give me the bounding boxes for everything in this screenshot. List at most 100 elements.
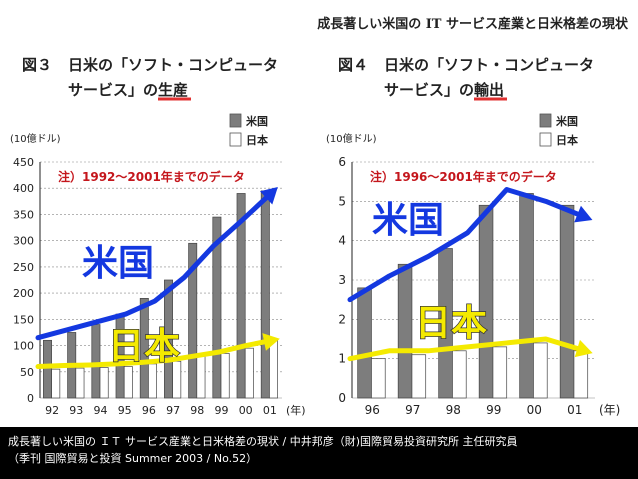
main-title: 成長著しい米国の IT サービス産業と日米格差の現状 [317,16,629,32]
us-annotation: 米国 [372,200,444,241]
y-tick-label: 100 [13,340,34,353]
x-tick-label: 98 [446,403,461,417]
x-axis-suffix: (年) [286,403,306,417]
figure-title-line-2: サービス」の輸出 [384,81,504,99]
unit-label: (10億ドル) [10,132,61,145]
bar-japan-95 [123,366,133,399]
bar-japan-96 [148,363,157,399]
us-trend-line [347,187,588,303]
y-tick-label: 200 [13,287,34,300]
y-tick-label: 250 [13,261,34,274]
production-chart: 図３ 日米の「ソフト・コンピュータサービス」の生産米国日本(10億ドル)05010… [10,56,306,417]
bar-us-98 [188,242,198,399]
us-trend-line [35,189,275,341]
bar-japan-98 [196,355,206,399]
legend-swatch-japan [229,132,242,147]
legend-label-japan: 日本 [246,133,268,147]
legend-label-us: 米国 [555,114,578,128]
legend-swatch-us [539,113,552,128]
y-tick-label: 0 [27,392,34,405]
unit-label: (10億ドル) [326,132,377,145]
x-tick-label: 97 [166,404,180,417]
bar-us-96 [357,287,372,399]
caption-line-1: 成長著しい米国の ＩＴ サービス産業と日米格差の現状 / 中井邦彦（財)国際貿易… [8,435,518,448]
figure-number: 図４ [338,56,368,74]
bar-us-97 [164,279,173,399]
legend-swatch-us [229,113,242,128]
y-tick-label: 150 [13,313,34,326]
legend-label-us: 米国 [245,114,268,128]
japan-trend-arrowhead [262,333,280,351]
x-tick-label: 98 [190,404,204,417]
bar-japan-01 [269,338,278,399]
bar-japan-00 [244,347,254,399]
bar-japan-01 [573,350,589,399]
legend-swatch-japan [539,132,552,147]
x-tick-label: 99 [215,404,229,417]
x-tick-label: 01 [263,404,277,417]
x-tick-label: 95 [118,404,132,417]
bar-us-01 [559,204,575,399]
x-tick-label: 96 [365,403,380,417]
x-tick-label: 99 [486,403,501,417]
y-tick-label: 350 [13,208,34,221]
bar-us-01 [260,190,270,399]
y-tick-label: 2 [338,312,346,326]
bar-japan-98 [452,350,467,399]
x-tick-label: 00 [239,404,253,417]
y-tick-label: 5 [338,194,346,208]
figure-title-line-1: 日米の「ソフト・コンピュータ [384,56,594,74]
bar-japan-99 [220,353,230,399]
data-range-note: 注）1992～2001年までのデータ [58,169,245,184]
bar-japan-93 [75,367,85,399]
bar-us-99 [212,216,222,399]
y-tick-label: 4 [338,234,346,248]
caption-line-2: （季刊 国際貿易と投資 Summer 2003 / No.52） [8,452,258,465]
x-axis-suffix: (年) [599,403,620,417]
y-tick-label: 6 [338,155,346,169]
bar-japan-92 [51,368,61,399]
bar-japan-99 [492,346,508,399]
bar-us-00 [236,193,246,399]
figure-title-keyword: 輸出 [474,81,504,99]
bar-us-97 [397,263,413,399]
legend-label-japan: 日本 [556,133,578,147]
figure-title-prefix: サービス」の [68,81,158,99]
us-trend-arrowhead [260,186,278,205]
figure-title-prefix: サービス」の [384,81,474,99]
figure-number: 図３ [22,56,52,74]
japan-trend-arrowhead [574,339,593,358]
japan-trend-line [347,336,588,362]
x-tick-label: 96 [142,404,156,417]
us-annotation: 米国 [82,243,154,284]
bar-us-99 [478,204,494,399]
y-tick-label: 50 [20,366,34,379]
bar-us-92 [43,339,52,399]
y-tick-label: 3 [338,273,346,287]
us-trend-arrowhead [574,205,593,223]
japan-annotation: 日本 [108,326,180,367]
export-chart: 図４ 日米の「ソフト・コンピュータサービス」の輸出米国日本(10億ドル)01234… [326,56,620,417]
x-tick-label: 93 [69,404,83,417]
bar-japan-97 [411,354,427,399]
bar-us-96 [139,298,149,399]
x-tick-label: 97 [405,403,420,417]
x-tick-label: 92 [45,404,59,417]
japan-trend-line [35,337,275,370]
x-tick-label: 94 [94,404,108,417]
data-range-note: 注）1996～2001年までのデータ [370,169,557,184]
bar-us-94 [91,324,101,399]
bar-japan-96 [371,358,386,399]
source-caption: 成長著しい米国の ＩＴ サービス産業と日米格差の現状 / 中井邦彦（財)国際貿易… [0,427,638,479]
y-tick-label: 1 [338,352,346,366]
x-tick-label: 00 [527,403,542,417]
y-tick-label: 300 [13,235,34,248]
figure-title-line-1: 日米の「ソフト・コンピュータ [68,56,278,74]
japan-annotation: 日本 [415,303,487,344]
bar-japan-00 [533,342,548,399]
figure-title-line-2: サービス」の生産 [68,81,188,99]
x-tick-label: 01 [567,403,582,417]
figure-title-keyword: 生産 [158,81,188,99]
y-tick-label: 450 [13,156,34,169]
